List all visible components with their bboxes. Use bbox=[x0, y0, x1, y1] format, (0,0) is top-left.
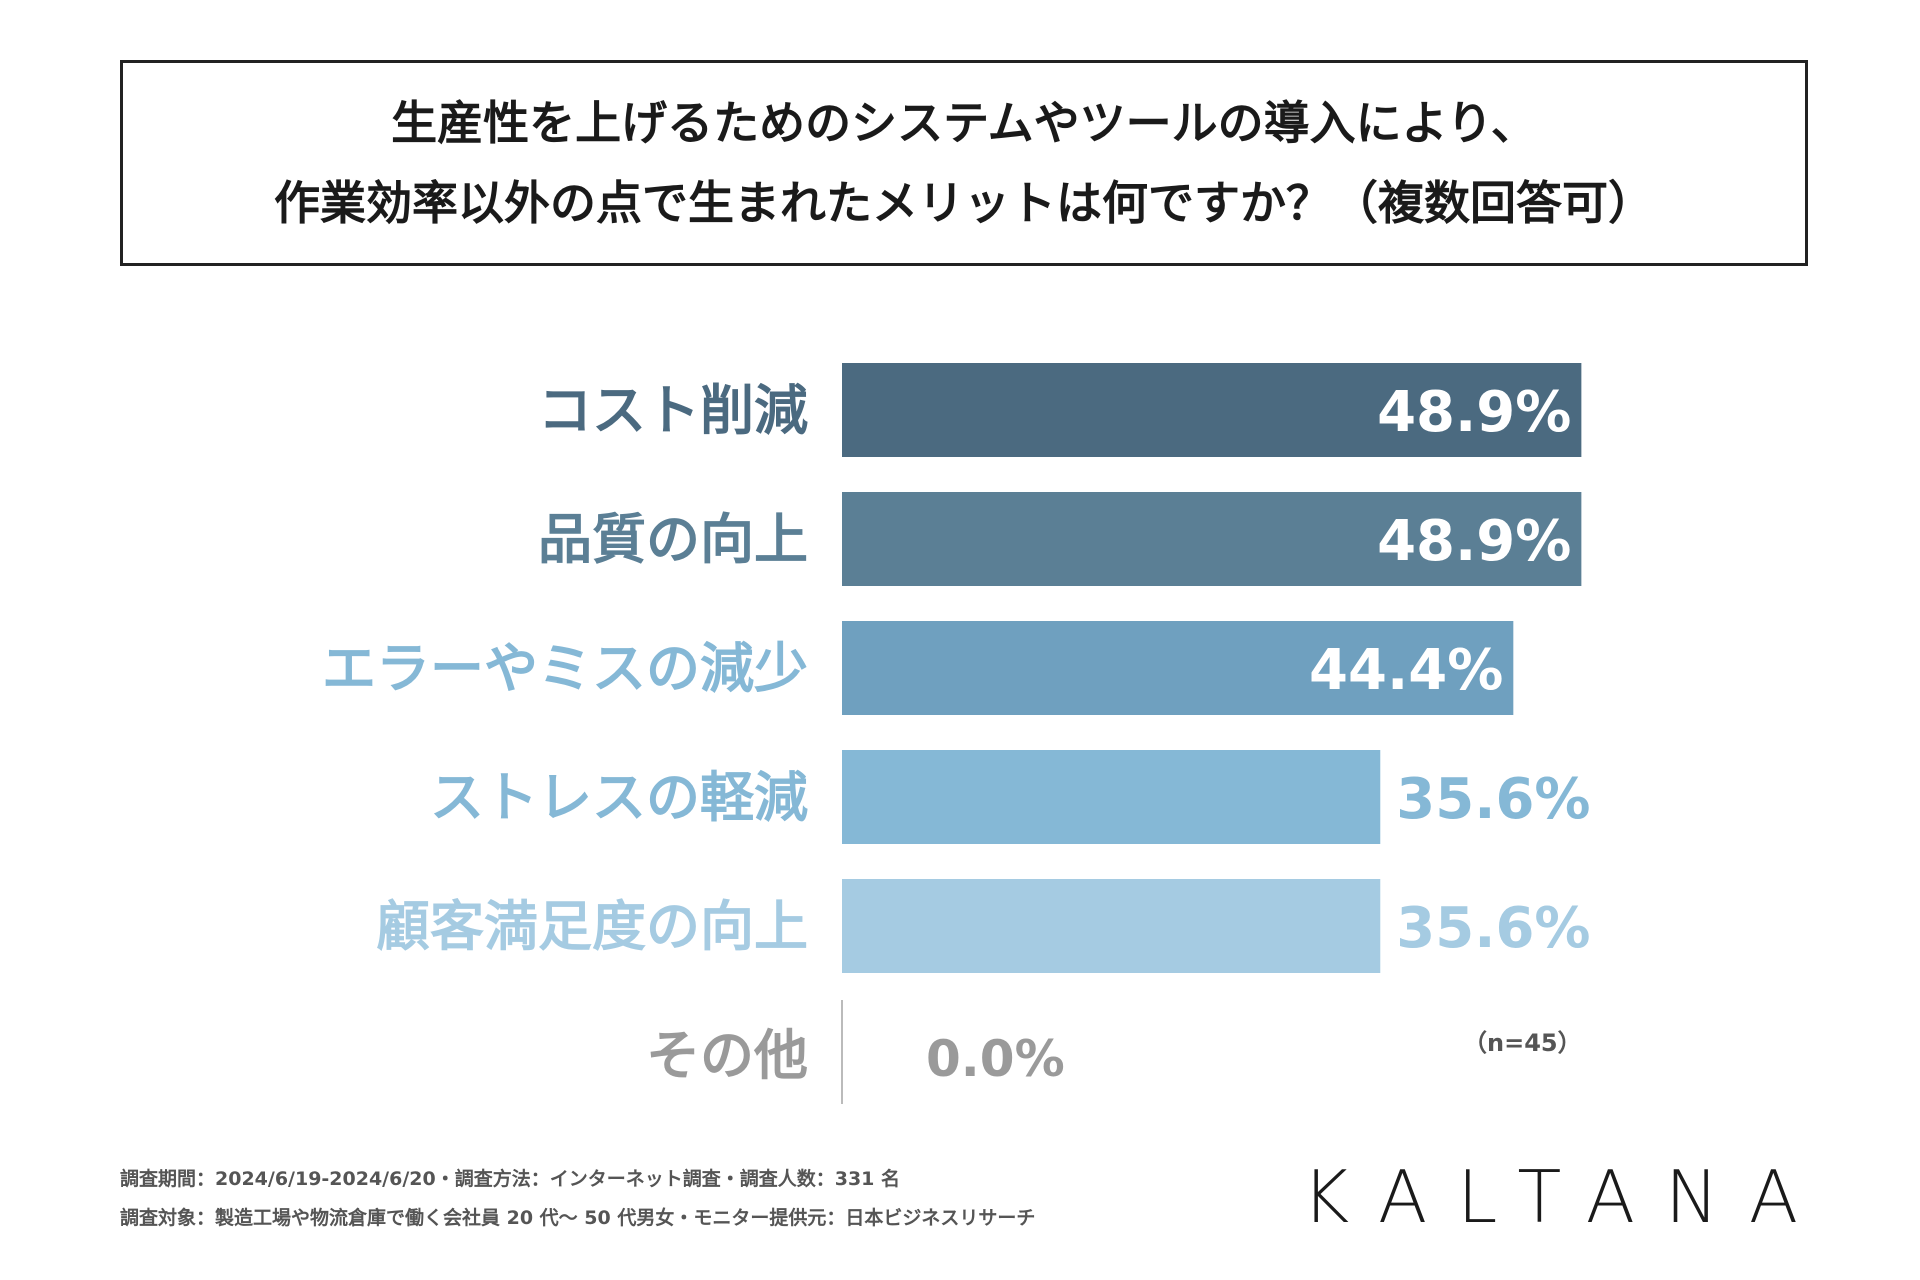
bar bbox=[842, 492, 1582, 586]
category-label: エラーやミスの減少 bbox=[322, 637, 808, 700]
title-line-1: 生産性を上げるためのシステムやツールの導入により、 bbox=[391, 96, 1537, 150]
value-label: 35.6% bbox=[1396, 767, 1590, 832]
bar bbox=[842, 750, 1381, 844]
category-label: 顧客満足度の向上 bbox=[376, 895, 808, 958]
category-label: その他 bbox=[646, 1024, 808, 1087]
survey-period-note: 調査期間：2024/6/19-2024/6/20・調査方法：インターネット調査・… bbox=[120, 1168, 901, 1190]
value-label: 0.0% bbox=[926, 1030, 1065, 1088]
value-label: 35.6% bbox=[1396, 896, 1590, 961]
category-label: 品質の向上 bbox=[538, 508, 808, 571]
bar bbox=[842, 879, 1381, 973]
bar bbox=[842, 621, 1514, 715]
bar-chart: コスト削減 48.9% 品質の向上 48.9% エラーやミスの減少 44.4% ストレスの軽… bbox=[322, 363, 1591, 1104]
brand-logo: KALTANA bbox=[1302, 1155, 1829, 1239]
sample-size-note: （n=45） bbox=[1463, 1029, 1582, 1057]
category-label: ストレスの軽減 bbox=[430, 766, 808, 829]
survey-target-note: 調査対象：製造工場や物流倉庫で働く会社員 20 代〜 50 代男女・モニター提供… bbox=[120, 1207, 1036, 1229]
bar bbox=[842, 363, 1582, 457]
value-label: 44.4% bbox=[1309, 638, 1503, 703]
value-label: 48.9% bbox=[1377, 380, 1571, 445]
title-line-2: 作業効率以外の点で生まれたメリットは何ですか？（複数回答可） bbox=[274, 176, 1654, 230]
category-label: コスト削減 bbox=[538, 379, 808, 442]
value-label: 48.9% bbox=[1377, 509, 1571, 574]
title-box: 生産性を上げるためのシステムやツールの導入により、 作業効率以外の点で生まれたメ… bbox=[120, 60, 1808, 266]
